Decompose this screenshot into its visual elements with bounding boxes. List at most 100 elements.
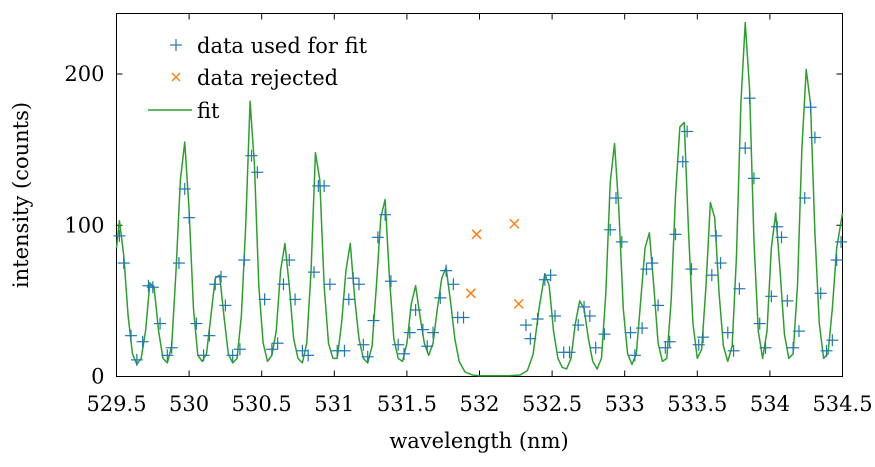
data-point-used [226, 349, 239, 362]
data-point-used [409, 303, 422, 316]
data-point-used [531, 313, 544, 326]
x-tick-label: 534 [750, 392, 790, 416]
data-point-used [447, 278, 460, 291]
data-point-used [589, 341, 602, 354]
data-point-used [646, 257, 659, 270]
data-point-used [583, 310, 596, 322]
data-point-rejected-b [513, 298, 524, 309]
data-point-used [659, 341, 672, 354]
data-point-used [835, 235, 848, 248]
data-point-used [775, 231, 788, 244]
data-point-used [692, 338, 705, 351]
data-point-used [136, 335, 149, 348]
data-point-rejected-b [509, 218, 520, 229]
data-point-used [640, 263, 653, 276]
x-tick-label: 532.5 [522, 392, 582, 416]
data-point-used [826, 334, 839, 347]
data-point-used [283, 254, 296, 267]
data-point-used [371, 231, 384, 244]
data-point-used [251, 166, 264, 179]
data-point-used [238, 254, 251, 267]
data-point-used [342, 293, 355, 306]
data-point-used [113, 229, 126, 242]
legend: data used for fit data rejected fit [148, 34, 368, 123]
data-point-used [727, 344, 740, 357]
data-point-used [367, 314, 380, 327]
data-point-used [457, 311, 470, 324]
data-point-used [190, 317, 203, 330]
data-point-used [357, 338, 370, 351]
data-point-used [397, 347, 410, 360]
data-point-used [721, 326, 734, 339]
legend-rejected-label: data rejected [197, 66, 338, 90]
data-point-used [519, 319, 532, 332]
data-point-used [624, 326, 637, 339]
data-point-used [302, 349, 315, 362]
data-point-used [705, 269, 718, 282]
data-point-used [154, 317, 167, 330]
data-point-used [245, 149, 258, 162]
data-point-used [781, 294, 794, 307]
x-tick-label: 531 [314, 392, 354, 416]
data-point-used [792, 325, 805, 338]
y-axis-label: intensity (counts) [9, 102, 33, 288]
x-tick-label: 534.5 [812, 392, 872, 416]
data-point-rejected [509, 218, 520, 229]
data-point-used [747, 172, 760, 185]
data-point-used [652, 299, 665, 312]
data-point-used [379, 208, 392, 221]
data-point-used [563, 346, 576, 359]
x-axis-label: wavelength (nm) [389, 429, 568, 453]
data-point-used [338, 344, 351, 357]
data-point-used [161, 349, 174, 362]
data-point-used [130, 353, 143, 366]
data-point-used [615, 235, 628, 248]
data-point-used [578, 300, 591, 313]
x-tick-label: 530 [169, 392, 209, 416]
data-point-used [808, 131, 821, 144]
data-point-rejected-b [465, 288, 476, 299]
data-point-used [820, 344, 833, 357]
data-point-used [384, 275, 397, 288]
data-point-used [739, 142, 752, 155]
data-point-used [804, 101, 817, 114]
data-point-used [203, 329, 216, 342]
data-point-used [434, 291, 447, 304]
data-point-rejected [513, 298, 524, 309]
data-point-used [830, 254, 843, 267]
data-point-used [771, 220, 784, 233]
x-tick-label: 533 [605, 392, 645, 416]
data-point-used [165, 341, 178, 354]
data-point-used [427, 326, 440, 339]
data-point-used [733, 282, 746, 295]
data-point-used [572, 319, 585, 332]
data-point-used [598, 328, 611, 341]
data-point-used [271, 337, 284, 350]
data-point-used [215, 270, 228, 283]
data-point-used [544, 269, 557, 282]
data-point-used [549, 310, 562, 322]
data-point-used [277, 278, 290, 291]
data-point-used [676, 155, 689, 168]
data-point-used [787, 341, 800, 354]
data-point-used [753, 317, 766, 330]
data-point-used [697, 331, 710, 344]
data-point-used [416, 323, 429, 336]
y-tick-label: 0 [91, 365, 104, 389]
data-point-used [347, 272, 360, 285]
data-point-used [323, 278, 336, 291]
x-tick-label: 529.5 [86, 392, 146, 416]
data-point-used [403, 326, 416, 339]
points-layer [113, 92, 848, 366]
data-point-used [125, 329, 138, 342]
data-point-used [798, 192, 811, 205]
legend-fit-label: fit [197, 99, 220, 123]
data-point-used [710, 229, 723, 242]
data-point-used [172, 257, 185, 270]
data-point-used [524, 332, 537, 345]
x-tick-label: 533.5 [667, 392, 727, 416]
legend-rejected-marker-b [171, 72, 181, 82]
data-point-used [146, 281, 159, 294]
